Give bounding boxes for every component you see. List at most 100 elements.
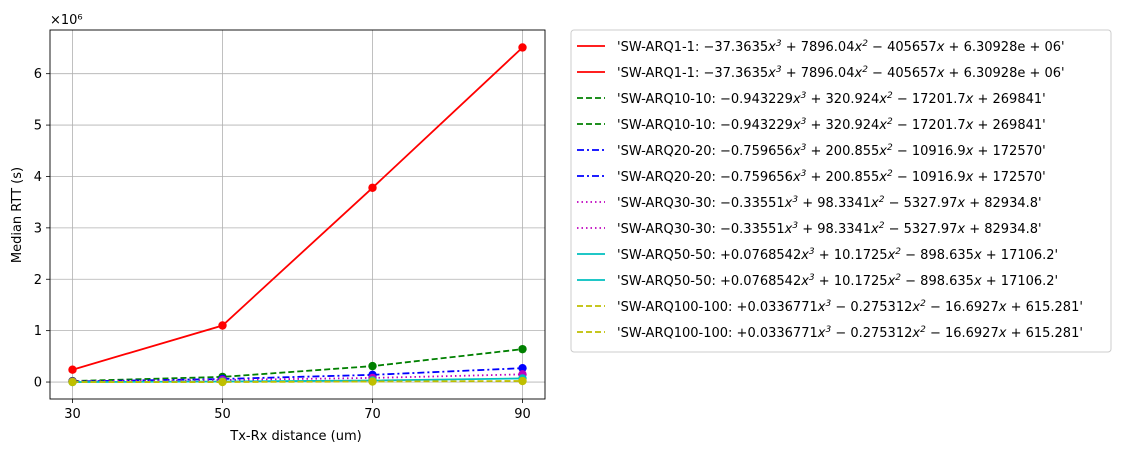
legend-c3: +0.0336771 (737, 300, 818, 315)
legend-c0: + 6.30928e + 06' (944, 66, 1064, 81)
series-line-3 (72, 373, 523, 383)
legend-exponent: 3 (825, 325, 831, 335)
legend-label-2: 'SW-ARQ10-10: −0.943229x3 + 320.924x2 − … (617, 91, 1046, 107)
legend-variable: x (784, 196, 793, 211)
legend-variable: x (911, 300, 920, 315)
legend-variable: x (965, 118, 974, 133)
legend-label-6: 'SW-ARQ30-30: −0.33551x3 + 98.3341x2 − 5… (617, 195, 1042, 211)
legend-c3: +0.0336771 (737, 326, 818, 341)
legend-c3: +0.0768542 (720, 274, 801, 289)
legend-exponent: 3 (776, 65, 782, 75)
legend-label-4: 'SW-ARQ20-20: −0.759656x3 + 200.855x2 − … (617, 143, 1046, 159)
legend-c3: −37.3635 (703, 66, 768, 81)
x-axis-label: Tx-Rx distance (um) (229, 429, 361, 444)
legend-c2: + 98.3341 (798, 222, 871, 237)
legend-c0: + 615.281' (1006, 326, 1083, 341)
legend-prefix: 'SW-ARQ100-100: (617, 326, 737, 341)
legend-c0: + 82934.8' (965, 222, 1042, 237)
legend-exponent: 2 (879, 195, 885, 205)
legend-c1: − 10916.9 (893, 170, 966, 185)
legend-exponent: 3 (825, 299, 831, 309)
legend-c0: + 172570' (973, 144, 1045, 159)
legend-label-9: 'SW-ARQ50-50: +0.0768542x3 + 10.1725x2 −… (617, 273, 1058, 289)
legend-variable: x (878, 118, 887, 133)
legend-exponent: 2 (879, 221, 885, 231)
y-axis-label: Median RTT (s) (10, 167, 25, 263)
data-point-5-1 (218, 377, 227, 387)
y-tick-label: 4 (34, 170, 42, 185)
legend-variable: x (784, 222, 793, 237)
legend-c2: + 200.855 (806, 144, 879, 159)
legend-exponent: 3 (776, 39, 782, 49)
legend-variable: x (870, 222, 879, 237)
legend-c1: − 5327.97 (884, 222, 957, 237)
legend-c3: −0.759656 (720, 144, 793, 159)
y-tick-label: 3 (34, 221, 42, 236)
legend-variable: x (800, 248, 809, 263)
legend-variable: x (887, 274, 896, 289)
legend-variable: x (956, 196, 965, 211)
legend-c1: − 10916.9 (893, 144, 966, 159)
legend-prefix: 'SW-ARQ20-20: (617, 144, 720, 159)
legend-prefix: 'SW-ARQ10-10: (617, 92, 720, 107)
legend-variable: x (800, 274, 809, 289)
legend-exponent: 2 (920, 325, 926, 335)
legend-label-1: 'SW-ARQ1-1: −37.3635x3 + 7896.04x2 − 405… (617, 65, 1065, 81)
legend-variable: x (956, 222, 965, 237)
legend-c0: + 6.30928e + 06' (944, 40, 1064, 55)
legend-exponent: 2 (895, 273, 901, 283)
legend-prefix: 'SW-ARQ30-30: (617, 196, 720, 211)
series-line-1 (72, 348, 523, 382)
legend-items: 'SW-ARQ1-1: −37.3635x3 + 7896.04x2 − 405… (577, 39, 1083, 341)
legend-variable: x (887, 248, 896, 263)
series-line-0 (72, 46, 524, 371)
legend-variable: x (936, 40, 945, 55)
legend-label-7: 'SW-ARQ30-30: −0.33551x3 + 98.3341x2 − 5… (617, 221, 1042, 237)
legend-exponent: 2 (862, 39, 868, 49)
legend-c2: − 0.275312 (831, 300, 912, 315)
legend-variable: x (817, 326, 826, 341)
legend-variable: x (911, 326, 920, 341)
legend-c1: − 898.635 (901, 248, 974, 263)
data-point-0-3 (518, 43, 527, 52)
legend-exponent: 3 (801, 117, 807, 127)
data-point-0-0 (68, 365, 77, 374)
legend-c0: + 17106.2' (982, 248, 1059, 263)
legend-variable: x (965, 92, 974, 107)
legend-c2: + 7896.04 (782, 40, 855, 55)
legend-c2: + 10.1725 (815, 274, 888, 289)
legend-exponent: 3 (801, 91, 807, 101)
x-tick-label: 90 (514, 407, 531, 422)
legend-exponent: 2 (895, 247, 901, 257)
ticks-layer: 30 50 70 90 0 1 2 3 4 5 6 (34, 67, 531, 422)
legend-c1: − 405657 (868, 66, 937, 81)
legend-variable: x (817, 300, 826, 315)
series-layer (68, 43, 527, 387)
x-tick-label: 30 (64, 407, 81, 422)
legend-c2: + 200.855 (806, 170, 879, 185)
legend-variable: x (965, 144, 974, 159)
legend-variable: x (767, 40, 776, 55)
legend-c0: + 172570' (973, 170, 1045, 185)
plot-frame (49, 29, 546, 400)
legend-prefix: 'SW-ARQ1-1: (617, 40, 703, 55)
legend-label-8: 'SW-ARQ50-50: +0.0768542x3 + 10.1725x2 −… (617, 247, 1058, 263)
y-tick-label: 6 (34, 67, 42, 82)
legend-c1: − 898.635 (901, 274, 974, 289)
legend-prefix: 'SW-ARQ100-100: (617, 300, 737, 315)
legend-variable: x (936, 66, 945, 81)
legend-exponent: 3 (801, 143, 807, 153)
legend-variable: x (767, 66, 776, 81)
y-tick-label: 1 (34, 324, 42, 339)
legend-c0: + 82934.8' (965, 196, 1042, 211)
legend-c3: +0.0768542 (720, 248, 801, 263)
series-line-5 (72, 380, 523, 383)
legend-prefix: 'SW-ARQ10-10: (617, 118, 720, 133)
legend-c0: + 269841' (973, 118, 1045, 133)
x-tick-label: 50 (214, 407, 231, 422)
legend-c0: + 615.281' (1006, 300, 1083, 315)
legend-variable: x (998, 300, 1007, 315)
legend-label-0: 'SW-ARQ1-1: −37.3635x3 + 7896.04x2 − 405… (617, 39, 1065, 55)
legend-c0: + 17106.2' (982, 274, 1059, 289)
legend-c1: − 405657 (868, 40, 937, 55)
